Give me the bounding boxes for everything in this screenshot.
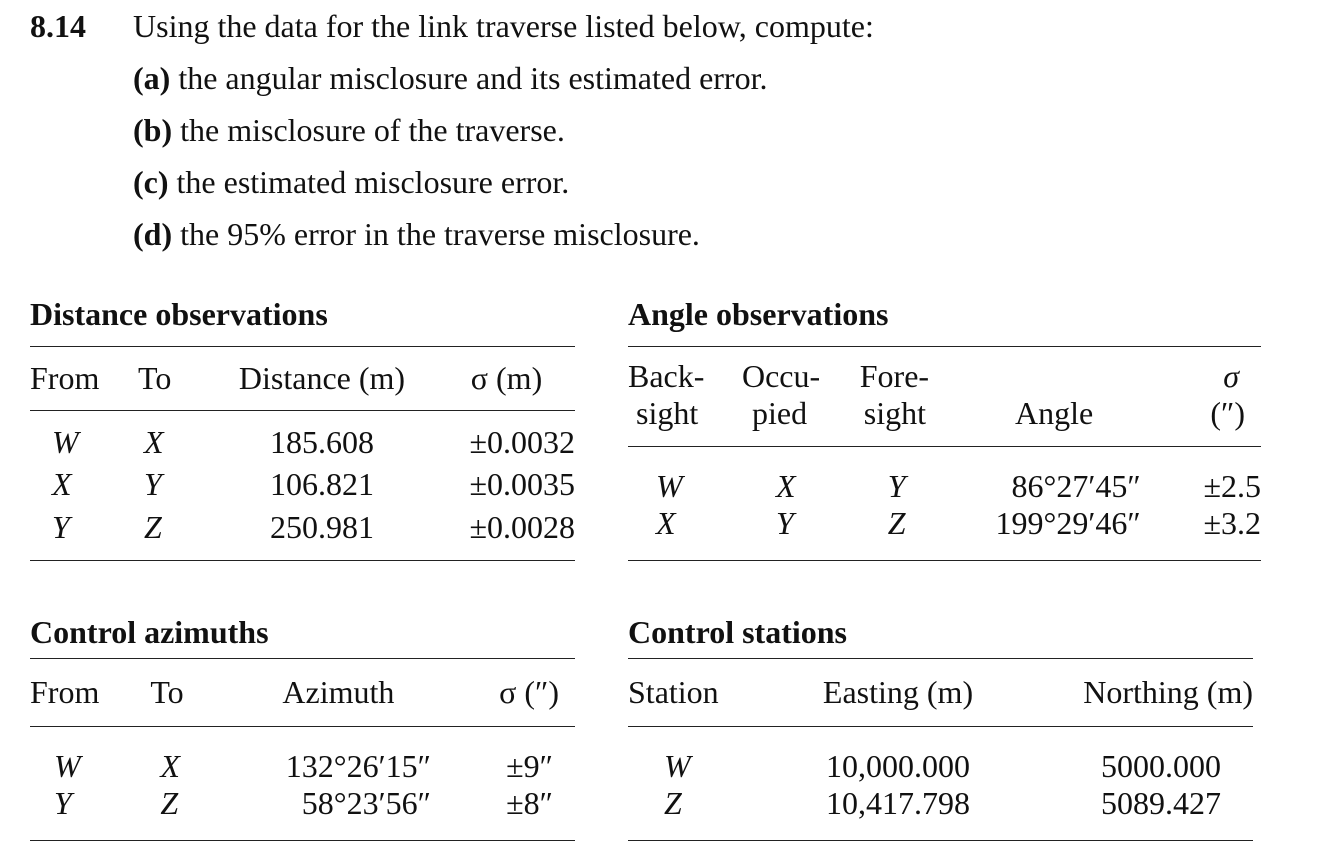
table-header-row: sight pied sight Angle (″) (628, 395, 1261, 447)
part-text: the angular misclosure and its estimated… (178, 60, 768, 96)
cell: 185.608 (270, 423, 374, 460)
cell: W (656, 467, 683, 504)
col-header: σ (m) (470, 360, 543, 396)
table-row: W X Y 86°27′45″ ±2.5 (628, 447, 1261, 505)
col-header: pied (751, 394, 808, 431)
cell: X (160, 747, 180, 784)
col-header: sight (636, 394, 699, 431)
part-label: (c) (133, 164, 169, 200)
col-header: sight (863, 394, 926, 431)
cell: 199°29′46″ (995, 504, 1141, 541)
cell: 10,000.000 (826, 747, 970, 784)
part-label: (d) (133, 216, 173, 252)
table-row: W 10,000.000 5000.000 (628, 727, 1253, 785)
cell: W (54, 747, 81, 784)
cell: ±3.2 (1203, 504, 1261, 541)
distance-observations-table: From To Distance (m) σ (m) W X 185.608 ±… (30, 346, 575, 561)
table-row: X Y 106.821 ±0.0035 (30, 461, 575, 509)
control-azimuths-title: Control azimuths (30, 614, 269, 650)
cell: 58°23′56″ (301, 784, 431, 821)
control-stations-table: Station Easting (m) Northing (m) W 10,00… (628, 658, 1253, 841)
cell: 5089.427 (1101, 784, 1221, 821)
angle-observations-block: Angle observations Back- Occu- Fore- σ s… (628, 296, 1261, 561)
cell: Z (144, 508, 162, 545)
part-text: the estimated misclosure error. (176, 164, 570, 200)
control-azimuths-table: From To Azimuth σ (″) W X 132°26′15″ ±9″… (30, 658, 575, 841)
cell: 132°26′15″ (285, 747, 431, 784)
cell: ±0.0035 (469, 466, 575, 502)
part-b: (b) the misclosure of the traverse. (133, 110, 767, 162)
cell: X (656, 504, 676, 541)
cell: Z (664, 784, 682, 821)
col-header: To (150, 674, 184, 710)
table-row: Y Z 250.981 ±0.0028 (30, 509, 575, 561)
cell: 10,417.798 (826, 784, 970, 821)
cell: Z (160, 784, 179, 821)
control-azimuths-block: Control azimuths From To Azimuth σ (″) W… (30, 614, 575, 841)
part-d: (d) the 95% error in the traverse misclo… (133, 214, 767, 266)
part-c: (c) the estimated misclosure error. (133, 162, 767, 214)
col-header: Angle (1015, 394, 1094, 431)
col-header: σ (1223, 357, 1239, 394)
cell: ±0.0028 (469, 508, 575, 545)
cell: X (52, 466, 72, 502)
cell: ±2.5 (1203, 467, 1261, 504)
col-header: (″) (1210, 394, 1245, 431)
part-label: (a) (133, 60, 171, 96)
cell: W (664, 747, 691, 784)
cell: X (144, 423, 164, 460)
cell: Y (144, 466, 162, 502)
cell: ±9″ (506, 747, 553, 784)
problem-stem: Using the data for the link traverse lis… (133, 8, 874, 44)
cell: X (775, 467, 796, 504)
table-row: X Y Z 199°29′46″ ±3.2 (628, 505, 1261, 561)
cell: W (52, 423, 79, 460)
distance-observations-block: Distance observations From To Distance (… (30, 296, 575, 561)
table-header-row: From To Azimuth σ (″) (30, 658, 575, 727)
cell: ±8″ (506, 784, 553, 821)
col-header: To (138, 360, 172, 396)
part-a: (a) the angular misclosure and its estim… (133, 58, 767, 110)
col-header: Fore- (859, 357, 930, 394)
col-header: Easting (m) (822, 674, 974, 710)
part-text: the 95% error in the traverse misclosure… (180, 216, 700, 252)
cell: 250.981 (270, 508, 374, 545)
col-header: Back- (628, 357, 705, 394)
col-header: From (30, 674, 100, 710)
cell: Z (887, 504, 906, 541)
col-header: Station (628, 674, 719, 710)
control-stations-block: Control stations Station Easting (m) Nor… (628, 614, 1253, 841)
table-row: Y Z 58°23′56″ ±8″ (30, 785, 575, 841)
col-header: Azimuth (282, 674, 395, 710)
cell: Y (887, 467, 906, 504)
col-header: Distance (m) (238, 360, 406, 396)
table-row: Z 10,417.798 5089.427 (628, 785, 1253, 841)
table-header-row: Back- Occu- Fore- σ (628, 346, 1261, 395)
col-header: From (30, 360, 100, 396)
cell: 86°27′45″ (1011, 467, 1141, 504)
table-row: W X 132°26′15″ ±9″ (30, 727, 575, 785)
table-header-row: Station Easting (m) Northing (m) (628, 658, 1253, 727)
problem-parts: (a) the angular misclosure and its estim… (133, 58, 767, 266)
cell: Y (54, 784, 72, 821)
cell: ±0.0032 (469, 423, 575, 460)
angle-observations-table: Back- Occu- Fore- σ sight pied sight Ang… (628, 346, 1261, 561)
cell: 5000.000 (1101, 747, 1221, 784)
col-header: Occu- (741, 357, 821, 394)
cell: 106.821 (270, 466, 374, 502)
part-text: the misclosure of the traverse. (180, 112, 565, 148)
problem-number: 8.14 (30, 8, 86, 44)
cell: Y (52, 508, 70, 545)
part-label: (b) (133, 112, 173, 148)
table-header-row: From To Distance (m) σ (m) (30, 346, 575, 411)
angle-observations-title: Angle observations (628, 296, 889, 332)
control-stations-title: Control stations (628, 614, 847, 650)
col-header (968, 347, 1141, 395)
col-header: σ (″) (499, 674, 559, 710)
table-row: W X 185.608 ±0.0032 (30, 411, 575, 461)
distance-observations-title: Distance observations (30, 296, 328, 332)
cell: Y (775, 504, 794, 541)
col-header: Northing (m) (1083, 674, 1253, 710)
